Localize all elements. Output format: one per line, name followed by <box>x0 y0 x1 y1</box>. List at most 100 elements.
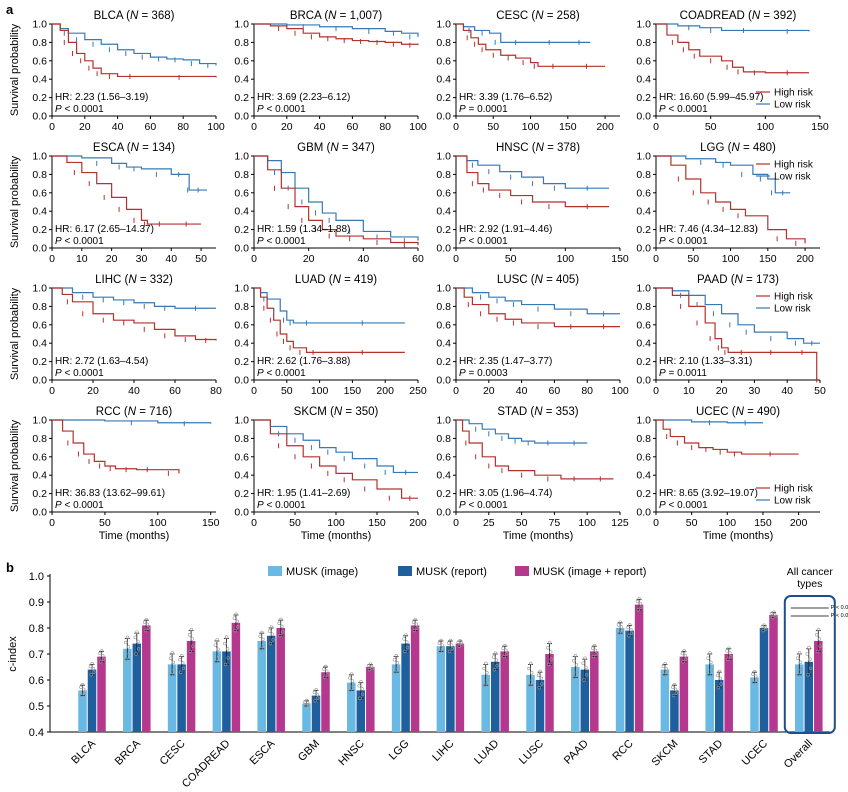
fold-point <box>752 669 757 674</box>
fold-point <box>495 663 499 668</box>
fold-point <box>549 657 553 661</box>
km-x-tick-label: 80 <box>177 121 189 133</box>
fold-point <box>546 646 550 650</box>
km-x-tick-label: 250 <box>409 385 427 397</box>
bar <box>634 604 644 732</box>
fold-point <box>412 628 416 633</box>
fold-point <box>402 637 406 641</box>
fold-point <box>807 645 811 650</box>
fold-point <box>124 657 129 661</box>
legend-label-high-risk: High risk <box>774 160 814 171</box>
fold-point <box>581 661 585 666</box>
km-x-tick-label: 20 <box>106 253 118 265</box>
fold-point <box>504 648 508 653</box>
km-x-tick-label: 150 <box>759 253 777 265</box>
fold-point <box>226 656 230 660</box>
fold-point <box>235 619 239 623</box>
km-y-tick-label: 1.0 <box>636 19 651 31</box>
km-y-tick-label: 0.4 <box>32 206 47 218</box>
km-y-tick-label: 0.2 <box>234 92 249 104</box>
km-x-tick-label: 75 <box>549 517 561 529</box>
fold-point <box>187 633 192 637</box>
km-x-tick-label: 100 <box>722 253 740 265</box>
km-x-tick-label: 60 <box>169 385 181 397</box>
km-curve-high-risk <box>52 23 217 78</box>
bar <box>769 615 778 732</box>
km-p-text: P = 0.0001 <box>459 104 508 115</box>
km-curve-low-risk <box>52 419 212 424</box>
km-y-tick-label: 0.4 <box>436 206 451 218</box>
bar-group-gbm: GBM <box>296 664 330 764</box>
km-x-tick-label: 100 <box>578 517 596 529</box>
km-x-tick-label: 0 <box>453 253 459 265</box>
bar-group-lusc: LUSC <box>517 640 554 767</box>
km-title: STAD (N = 353) <box>497 406 578 418</box>
km-x-tick-label: 100 <box>311 385 329 397</box>
fold-point <box>450 647 454 651</box>
bar <box>186 641 196 732</box>
km-y-tick-label: 0.8 <box>234 433 249 445</box>
fold-point <box>664 670 669 674</box>
km-panels: BLCA (N = 368) 0.0 0.2 0.4 0.6 0.8 1.0 0 20 40 60 8… <box>9 10 829 542</box>
km-y-tick-label: 0.0 <box>636 243 651 255</box>
km-y-tick-label: 0.6 <box>234 319 249 331</box>
km-hr-text: HR: 1.95 (1.41–2.69) <box>257 488 350 499</box>
fold-point <box>571 659 576 663</box>
km-y-tick-label: 0.2 <box>636 356 651 368</box>
fold-point <box>728 654 733 659</box>
km-p-text: P < 0.0001 <box>659 104 708 115</box>
bar <box>804 661 814 732</box>
bar <box>625 630 634 732</box>
fold-point <box>795 656 800 660</box>
km-x-tick-label: 100 <box>409 121 427 133</box>
km-y-tick-label: 0.4 <box>436 74 451 86</box>
fold-point <box>441 647 445 651</box>
km-curve-low-risk <box>456 155 610 189</box>
km-y-tick-label: 0.8 <box>636 37 651 49</box>
km-p-text: P < 0.0001 <box>55 500 104 511</box>
fold-point <box>234 612 238 616</box>
fold-point <box>360 692 365 696</box>
bar-category-label: RCC <box>610 738 635 763</box>
km-x-tick-label: 100 <box>611 385 629 397</box>
fold-point <box>123 640 128 645</box>
fold-point <box>98 660 103 664</box>
bar-category-label: COADREAD <box>180 738 233 791</box>
bar-category-label: BRCA <box>113 737 144 768</box>
fold-point <box>592 643 597 648</box>
bar <box>401 643 410 732</box>
fold-point <box>437 641 441 645</box>
bar-category-label: ESCA <box>248 737 278 767</box>
fold-point <box>817 637 822 641</box>
bar-y-tick-label: 1.0 <box>29 571 44 583</box>
km-curve-low-risk <box>52 287 216 309</box>
km-title: LGG (N = 480) <box>700 142 776 154</box>
km-y-tick-label: 0.8 <box>436 433 451 445</box>
km-p-text: P < 0.0001 <box>659 236 708 247</box>
fold-point <box>639 605 643 609</box>
bar-group-paad: PAAD <box>562 643 599 767</box>
km-curve-high-risk <box>456 23 606 67</box>
km-x-tick-label: 30 <box>136 253 148 265</box>
bar <box>814 641 823 732</box>
fold-point <box>259 647 263 651</box>
km-x-tick-label: 60 <box>347 121 359 133</box>
bar <box>321 672 330 732</box>
fold-point <box>99 649 104 653</box>
km-y-tick-label: 0.2 <box>32 356 47 368</box>
fold-point <box>681 660 685 664</box>
fold-point <box>716 686 721 690</box>
fold-point <box>482 666 486 671</box>
km-y-tick-label: 1.0 <box>234 415 249 427</box>
fold-point <box>233 628 237 633</box>
km-x-axis-title: Time (months) <box>503 530 574 542</box>
km-y-tick-label: 0.4 <box>636 74 651 86</box>
bar-category-label: CESC <box>158 738 188 768</box>
bar <box>724 654 733 732</box>
bar-group-stad: STAD <box>697 646 733 766</box>
bar <box>257 641 266 732</box>
fold-point <box>136 639 140 644</box>
fold-point <box>448 638 453 643</box>
fold-point <box>493 651 498 655</box>
km-curve-low-risk <box>456 23 591 43</box>
